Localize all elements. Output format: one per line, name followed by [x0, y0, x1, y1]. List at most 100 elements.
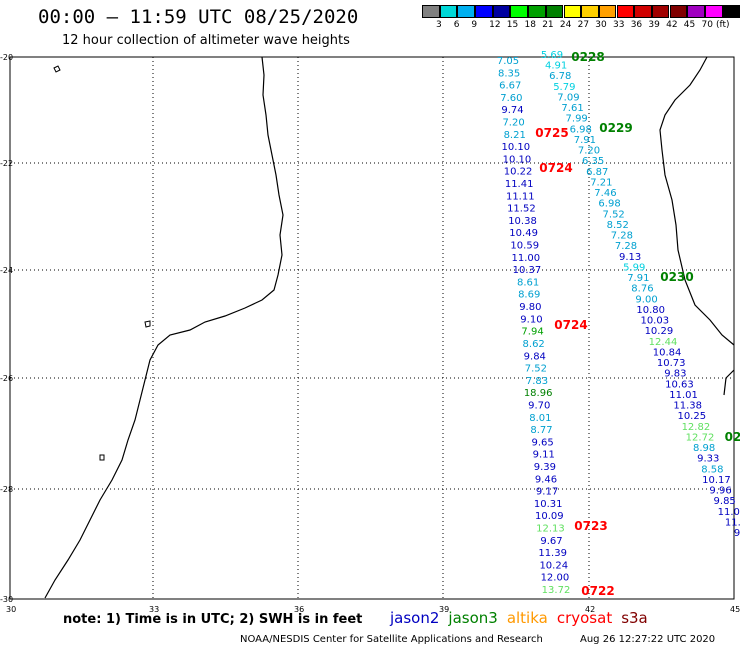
pass-time-label: 0724 — [554, 318, 587, 332]
wave-height-value: 7.28 — [615, 241, 637, 252]
wave-height-value: 5.99 — [623, 262, 645, 273]
pass-time-label: 0725 — [535, 126, 568, 140]
color-swatch — [457, 5, 475, 18]
wave-height-value: 12.72 — [686, 432, 715, 443]
wave-height-value: 7.94 — [521, 327, 543, 338]
generated-timestamp: Aug 26 12:27:22 UTC 2020 — [580, 634, 716, 645]
color-scale-bar — [422, 5, 740, 18]
madagascar-south-coastline — [723, 369, 735, 396]
wave-height-value: 11.0 — [718, 507, 740, 518]
color-scale-tick: 21 — [542, 20, 554, 30]
wave-height-value: 12.82 — [682, 422, 711, 433]
wave-height-value: 13.72 — [542, 585, 571, 596]
wave-height-value: 11.39 — [538, 548, 567, 559]
pass-time-label: 0230 — [660, 270, 693, 284]
wave-height-value: 12.44 — [649, 337, 678, 348]
latitude-tick-label: -28 — [0, 485, 13, 494]
pass-time-labels: 0228 0229 0725 0724 0230 0724 02 0723 0722 — [535, 50, 740, 598]
pass-time-label: 0228 — [571, 50, 604, 64]
wave-height-value: 8.98 — [693, 443, 715, 454]
wave-height-value: 6.87 — [586, 167, 608, 178]
color-swatch — [510, 5, 528, 18]
pass-time-label: 0724 — [539, 161, 572, 175]
color-scale-tick: 9 — [471, 20, 478, 30]
wave-height-value: 9.46 — [535, 474, 557, 485]
color-scale-tick: 12 — [489, 20, 501, 30]
wave-height-value: 8.58 — [701, 464, 723, 475]
wave-height-value: 9.00 — [635, 294, 657, 305]
color-scale-tick: 45 — [683, 20, 696, 30]
wave-height-value: 11.00 — [512, 253, 541, 264]
wave-height-value: 11.52 — [507, 204, 536, 215]
color-swatch — [422, 5, 440, 18]
wave-height-value: 7.28 — [611, 231, 633, 242]
latitude-tick-label: -24 — [0, 266, 13, 275]
legend-item-jason2: jason2 — [390, 609, 440, 627]
wave-height-value: 9.10 — [520, 314, 542, 325]
wave-height-value: 9.74 — [501, 105, 523, 116]
wave-height-value: 11.01 — [669, 390, 698, 401]
wave-height-value: 9.39 — [534, 462, 556, 473]
pass-time-label: 0722 — [581, 584, 614, 598]
wave-height-value: 10.84 — [653, 347, 682, 358]
wave-height-value: 8.77 — [530, 425, 552, 436]
wave-height-value: 10.59 — [510, 241, 539, 252]
color-swatch — [475, 5, 493, 18]
color-scale-tick: 36 — [630, 20, 643, 30]
wave-height-value: 7.60 — [500, 93, 522, 104]
wave-height-value: 7.99 — [566, 114, 588, 125]
wave-height-value: 9.80 — [519, 302, 541, 313]
color-swatch — [651, 5, 670, 18]
color-swatch — [545, 5, 564, 18]
wave-height-value: 11.11 — [506, 191, 535, 202]
color-scale-tick: 39 — [648, 20, 660, 30]
wave-height-value: 8.21 — [504, 130, 526, 141]
wave-height-value: 9.67 — [540, 536, 562, 547]
wave-height-value: 10.73 — [657, 358, 686, 369]
wave-height-value: 10.09 — [535, 511, 564, 522]
footnote: note: 1) Time is in UTC; 2) SWH is in fe… — [63, 612, 363, 627]
map-subtitle: 12 hour collection of altimeter wave hei… — [62, 33, 350, 48]
wave-height-value: 8.62 — [523, 339, 545, 350]
wave-height-value: 10.37 — [513, 265, 542, 276]
wave-height-value: 7.21 — [590, 177, 612, 188]
color-scale-tick: 15 — [506, 20, 519, 30]
wave-height-value: 10.80 — [636, 305, 665, 316]
credit-text: NOAA/NESDIS Center for Satellite Applica… — [240, 634, 543, 645]
wave-height-value: 9.96 — [709, 486, 731, 497]
color-swatch — [669, 5, 688, 18]
color-swatch — [616, 5, 635, 18]
latitude-tick-label: -20 — [0, 53, 13, 62]
wave-height-value: 10.03 — [640, 316, 669, 327]
wave-height-value: 7.46 — [594, 188, 616, 199]
longitude-tick-label: 36 — [294, 605, 304, 614]
legend-item-s3a: s3a — [621, 609, 648, 627]
wave-height-value: 11. — [725, 517, 740, 528]
wave-height-value: 11.41 — [505, 179, 534, 190]
wave-height-value: 10.10 — [503, 154, 532, 165]
wave-height-value: 7.52 — [525, 364, 547, 375]
pass-time-label: 0229 — [599, 121, 632, 135]
wave-height-value: 7.52 — [603, 209, 625, 220]
wave-height-value: 8.01 — [529, 413, 551, 424]
wave-height-value: 7.61 — [561, 103, 583, 114]
wave-height-value: 10.17 — [702, 475, 731, 486]
island-3 — [99, 454, 105, 461]
wave-height-value: 7.83 — [526, 376, 548, 387]
color-swatch — [598, 5, 617, 18]
wave-height-value: 9.83 — [664, 369, 686, 380]
madagascar-coastline — [659, 56, 735, 346]
wave-height-value: 8.61 — [517, 277, 539, 288]
wave-height-value: 6.67 — [499, 81, 521, 92]
color-scale-tick: 33 — [613, 20, 625, 30]
wave-height-value: 8.35 — [498, 68, 520, 79]
wave-height-value: 9.84 — [524, 351, 546, 362]
wave-height-value: 10.22 — [504, 167, 533, 178]
axis-tick-labels: 30 33 36 39 42 45 -20 -22 -24 -26 -28 -30 — [0, 53, 740, 614]
latitude-tick-label: -26 — [0, 374, 13, 383]
wave-height-value: 7.20 — [578, 146, 600, 157]
wave-height-value: 10.29 — [645, 326, 674, 337]
island-1 — [53, 65, 61, 73]
wave-height-value: 11.38 — [673, 401, 702, 412]
